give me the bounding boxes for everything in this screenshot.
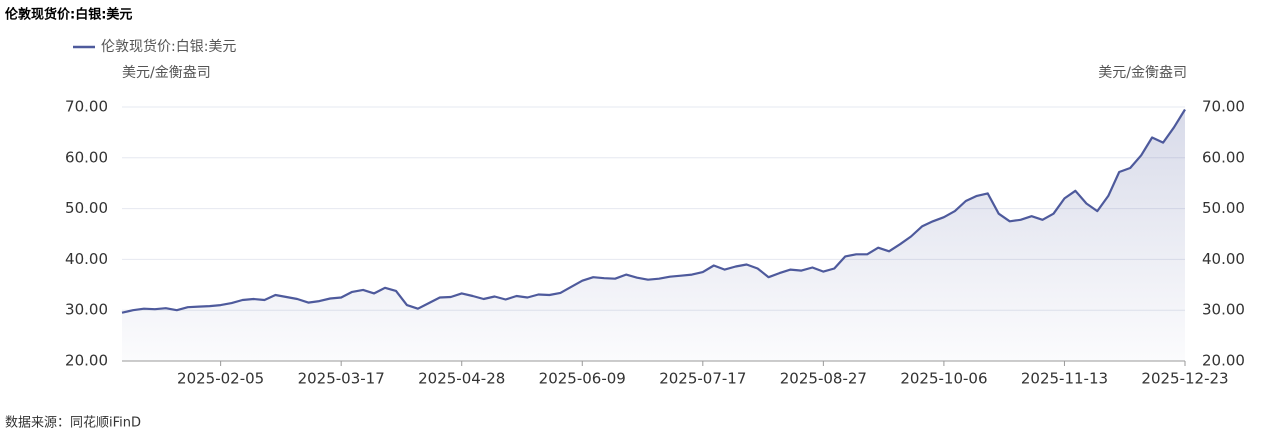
- y2-tick-label: 50.00: [1202, 199, 1245, 217]
- y2-tick-label: 20.00: [1202, 352, 1245, 370]
- x-tick-label: 2025-07-17: [659, 370, 746, 388]
- x-tick-label: 2025-04-28: [418, 370, 505, 388]
- y2-axis-label: 美元/金衡盎司: [1098, 65, 1187, 81]
- x-tick-label: 2025-10-06: [900, 370, 987, 388]
- chart-title: 伦敦现货价:白银:美元: [5, 7, 132, 23]
- y-tick-label: 70.00: [65, 98, 108, 116]
- x-tick-label: 2025-08-27: [780, 370, 867, 388]
- y-tick-label: 60.00: [65, 148, 108, 166]
- x-tick-label: 2025-12-23: [1141, 370, 1228, 388]
- line: [121, 108, 1186, 314]
- area: [122, 109, 1185, 361]
- y-tick-label: 40.00: [65, 250, 108, 268]
- x-tick-label: 2025-06-09: [539, 370, 626, 388]
- x-tick-label: 2025-11-13: [1021, 370, 1108, 388]
- y2-tick-label: 70.00: [1202, 98, 1245, 116]
- y2-tick-label: 40.00: [1202, 250, 1245, 268]
- y-tick-label: 50.00: [65, 199, 108, 217]
- x-tick-label: 2025-02-05: [177, 370, 264, 388]
- legend-label: 伦敦现货价:白银:美元: [101, 38, 236, 55]
- y-axis-label: 美元/金衡盎司: [122, 65, 211, 81]
- source-note: 数据来源：同花顺iFinD: [5, 415, 141, 431]
- y-tick-label: 30.00: [65, 301, 108, 319]
- y2-tick-label: 30.00: [1202, 301, 1245, 319]
- y2-tick-label: 60.00: [1202, 148, 1245, 166]
- y-tick-label: 20.00: [65, 352, 108, 370]
- x-tick-label: 2025-03-17: [298, 370, 385, 388]
